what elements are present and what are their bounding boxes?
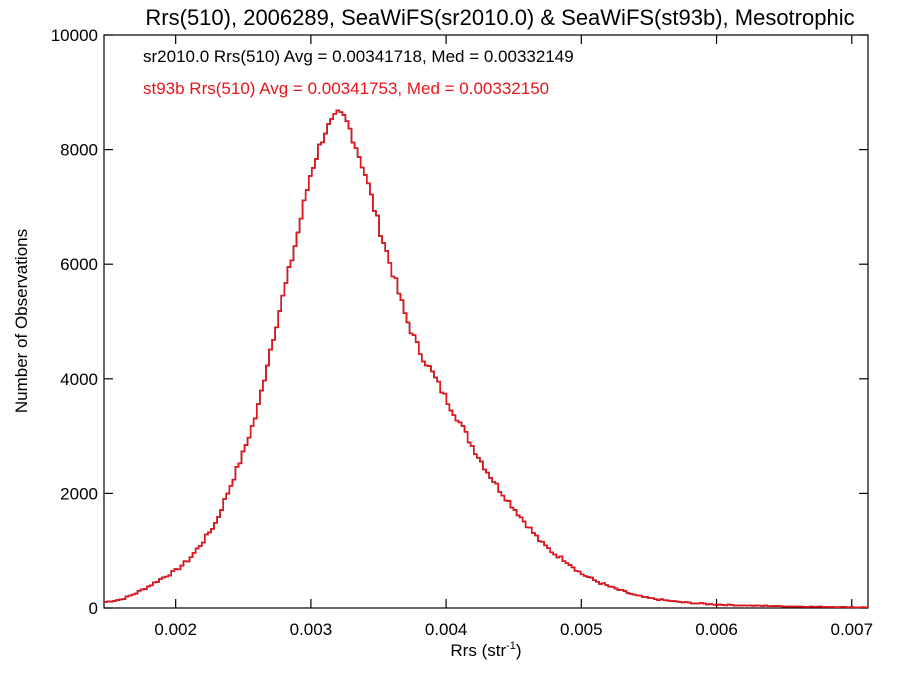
x-tick-label-2: 0.004	[425, 620, 468, 639]
y-tick-label-4: 8000	[60, 141, 98, 160]
histogram-series-st93b	[104, 109, 868, 609]
chart-title: Rrs(510), 2006289, SeaWiFS(sr2010.0) & S…	[145, 5, 854, 30]
x-tick-label-1: 0.003	[290, 620, 333, 639]
x-axis-label-superscript: -1	[506, 640, 516, 652]
y-axis-label: Number of Observations	[12, 229, 31, 413]
plot-frame	[103, 34, 869, 609]
y-axis-ticks: 0 2000 4000 6000 8000 10000	[51, 26, 868, 618]
x-tick-label-3: 0.005	[560, 620, 603, 639]
histogram-series-sr2010	[104, 109, 868, 609]
y-tick-label-1: 2000	[60, 484, 98, 503]
y-tick-label-2: 4000	[60, 370, 98, 389]
x-axis-label: Rrs (str-1)	[450, 640, 521, 660]
x-axis-label-end: )	[516, 641, 522, 660]
x-tick-label-0: 0.002	[154, 620, 197, 639]
annotation-st93b: st93b Rrs(510) Avg = 0.00341753, Med = 0…	[143, 79, 549, 98]
x-axis-ticks: 0.002 0.003 0.004 0.005 0.006 0.007	[154, 35, 873, 639]
x-tick-label-5: 0.007	[831, 620, 874, 639]
x-tick-label-4: 0.006	[695, 620, 738, 639]
y-tick-label-5: 10000	[51, 26, 98, 45]
x-axis-label-main: Rrs (str	[450, 641, 506, 660]
annotation-sr2010: sr2010.0 Rrs(510) Avg = 0.00341718, Med …	[143, 47, 574, 66]
y-tick-label-3: 6000	[60, 255, 98, 274]
y-tick-label-0: 0	[89, 599, 98, 618]
